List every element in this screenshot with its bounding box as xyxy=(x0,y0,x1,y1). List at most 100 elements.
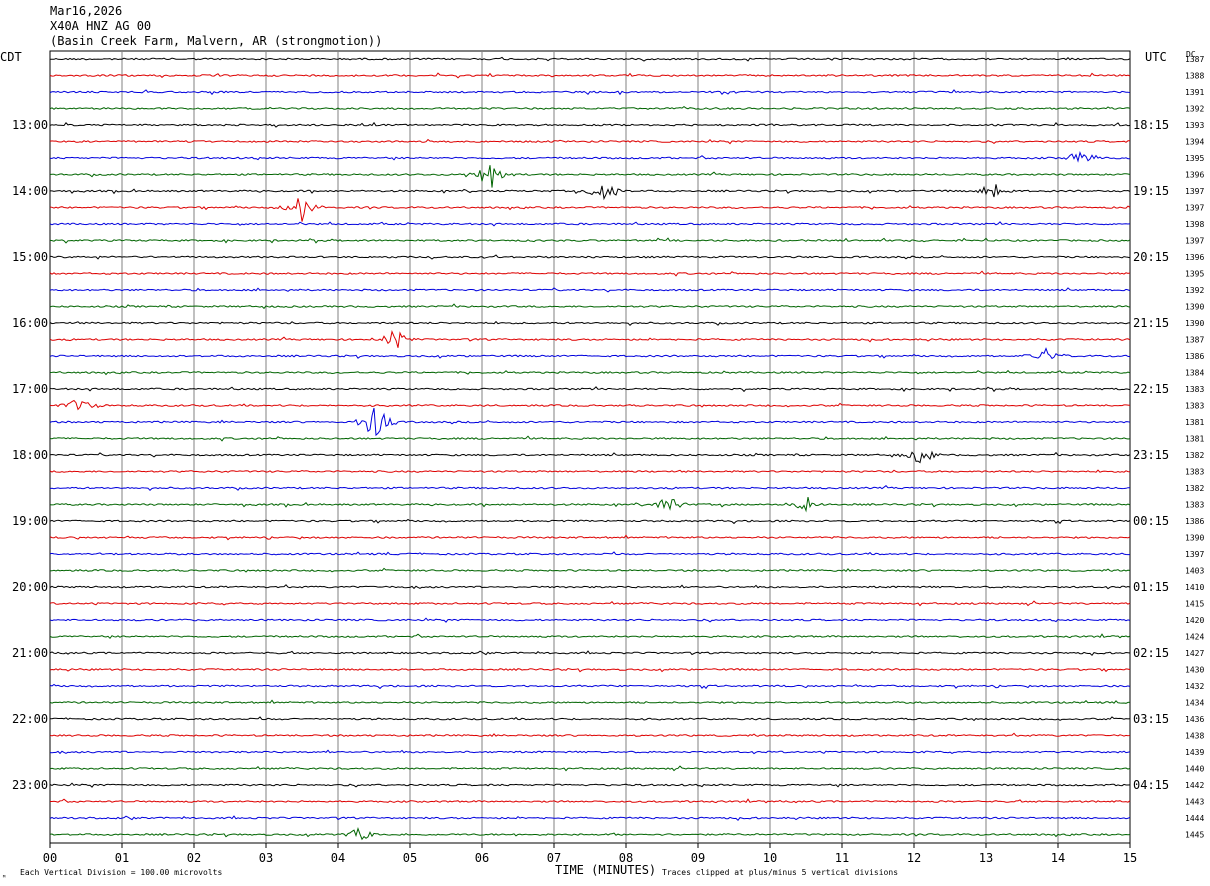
left-hour-label: 17:00 xyxy=(12,382,48,396)
dc-value: 1403 xyxy=(1185,567,1204,576)
x-tick-label: 03 xyxy=(259,851,273,865)
right-hour-label: 20:15 xyxy=(1133,250,1169,264)
trace-line xyxy=(49,716,1131,722)
right-hour-label: 00:15 xyxy=(1133,514,1169,528)
dc-value: 1382 xyxy=(1185,451,1204,460)
dc-value: 1397 xyxy=(1185,237,1204,246)
trace-line xyxy=(49,105,1131,110)
trace-line xyxy=(49,584,1131,590)
dc-value: 1436 xyxy=(1185,715,1204,724)
trace-line xyxy=(49,749,1131,755)
right-hour-label: 02:15 xyxy=(1133,646,1169,660)
trace-line xyxy=(49,399,1131,411)
dc-value: 1439 xyxy=(1185,748,1204,757)
trace-line xyxy=(49,386,1131,393)
dc-value: 1384 xyxy=(1185,369,1204,378)
trace-line xyxy=(49,815,1131,822)
dc-value: 1394 xyxy=(1185,138,1204,147)
dc-value: 1395 xyxy=(1185,270,1204,279)
trace-line xyxy=(49,287,1131,293)
dc-value: 1383 xyxy=(1185,501,1204,510)
right-hour-label: 19:15 xyxy=(1133,184,1169,198)
dc-value: 1443 xyxy=(1185,798,1204,807)
dc-value: 1382 xyxy=(1185,484,1204,493)
x-tick-label: 11 xyxy=(835,851,849,865)
dc-value: 1388 xyxy=(1185,72,1204,81)
dc-value: 1392 xyxy=(1185,286,1204,295)
x-tick-label: 05 xyxy=(403,851,417,865)
x-tick-label: 01 xyxy=(115,851,129,865)
dc-value: 1397 xyxy=(1185,204,1204,213)
trace-line xyxy=(49,237,1131,244)
dc-value: 1383 xyxy=(1185,402,1204,411)
dc-value: 1415 xyxy=(1185,600,1204,609)
dc-value: 1397 xyxy=(1185,187,1204,196)
trace-line xyxy=(50,56,1131,62)
dc-value: 1396 xyxy=(1185,171,1204,180)
trace-line xyxy=(50,184,1131,201)
dc-value: 1381 xyxy=(1185,435,1204,444)
trace-line xyxy=(49,469,1131,474)
dc-value: 1387 xyxy=(1185,55,1204,64)
dc-value: 1410 xyxy=(1185,583,1204,592)
dc-value: 1398 xyxy=(1185,220,1204,229)
left-hour-label: 19:00 xyxy=(12,514,48,528)
dc-value: 1390 xyxy=(1185,319,1204,328)
left-hour-label: 14:00 xyxy=(12,184,48,198)
dc-value: 1396 xyxy=(1185,253,1204,262)
x-axis-title: TIME (MINUTES) xyxy=(555,863,656,877)
left-hour-label: 18:00 xyxy=(12,448,48,462)
dc-value: 1383 xyxy=(1185,385,1204,394)
left-hour-labels: 13:00 14:00 15:00 16:00 17:00 18:00 19:00 20:00… xyxy=(12,118,48,792)
dc-value: 1444 xyxy=(1185,814,1204,823)
trace-line xyxy=(49,600,1131,607)
left-hour-label: 13:00 xyxy=(12,118,48,132)
dc-value: 1383 xyxy=(1185,468,1204,477)
dc-value: 1427 xyxy=(1185,649,1204,658)
trace-line xyxy=(49,435,1131,442)
trace-line xyxy=(49,699,1131,704)
footer-scale-note: Each Vertical Division = 100.00 microvol… xyxy=(20,868,222,877)
x-tick-label: 09 xyxy=(691,851,705,865)
trace-line xyxy=(49,138,1130,145)
x-tick-label: 04 xyxy=(331,851,345,865)
trace-line xyxy=(49,534,1131,541)
trace-line xyxy=(49,650,1131,657)
trace-line xyxy=(49,732,1131,737)
left-hour-label: 15:00 xyxy=(12,250,48,264)
x-tick-label: 02 xyxy=(187,851,201,865)
dc-value: 1390 xyxy=(1185,303,1204,312)
dc-value: 1430 xyxy=(1185,666,1204,675)
minute-gridlines xyxy=(121,51,1059,843)
dc-value: 1420 xyxy=(1185,616,1204,625)
trace-line xyxy=(49,683,1131,690)
dc-value: 1391 xyxy=(1185,88,1204,97)
left-hour-label: 21:00 xyxy=(12,646,48,660)
trace-line xyxy=(49,72,1131,79)
x-tick-label: 10 xyxy=(763,851,777,865)
right-hour-label: 22:15 xyxy=(1133,382,1169,396)
x-tick-label: 12 xyxy=(907,851,921,865)
dc-value-labels: 1387 1388 1391 1392 1393 1394 1395 1396 1397 1397… xyxy=(1185,55,1204,840)
trace-line xyxy=(50,150,1130,163)
header-date: Mar16,2026 xyxy=(50,4,122,18)
header-station: X40A HNZ AG 00 xyxy=(50,19,151,33)
trace-line xyxy=(49,496,1131,513)
trace-line xyxy=(49,198,1131,222)
x-tick-label: 00 xyxy=(43,851,57,865)
x-tick-label: 13 xyxy=(979,851,993,865)
dc-value: 1393 xyxy=(1185,121,1204,130)
trace-line xyxy=(49,551,1130,556)
trace-line xyxy=(50,798,1131,804)
left-hour-label: 23:00 xyxy=(12,778,48,792)
right-hour-label: 04:15 xyxy=(1133,778,1169,792)
trace-line xyxy=(49,347,1131,360)
x-tick-label: 08 xyxy=(619,851,633,865)
trace-line xyxy=(49,89,1131,96)
dc-value: 1442 xyxy=(1185,781,1204,790)
dc-value: 1381 xyxy=(1185,418,1204,427)
trace-line xyxy=(49,518,1131,525)
right-hour-label: 21:15 xyxy=(1133,316,1169,330)
dc-value: 1434 xyxy=(1185,699,1204,708)
left-hour-label: 22:00 xyxy=(12,712,48,726)
